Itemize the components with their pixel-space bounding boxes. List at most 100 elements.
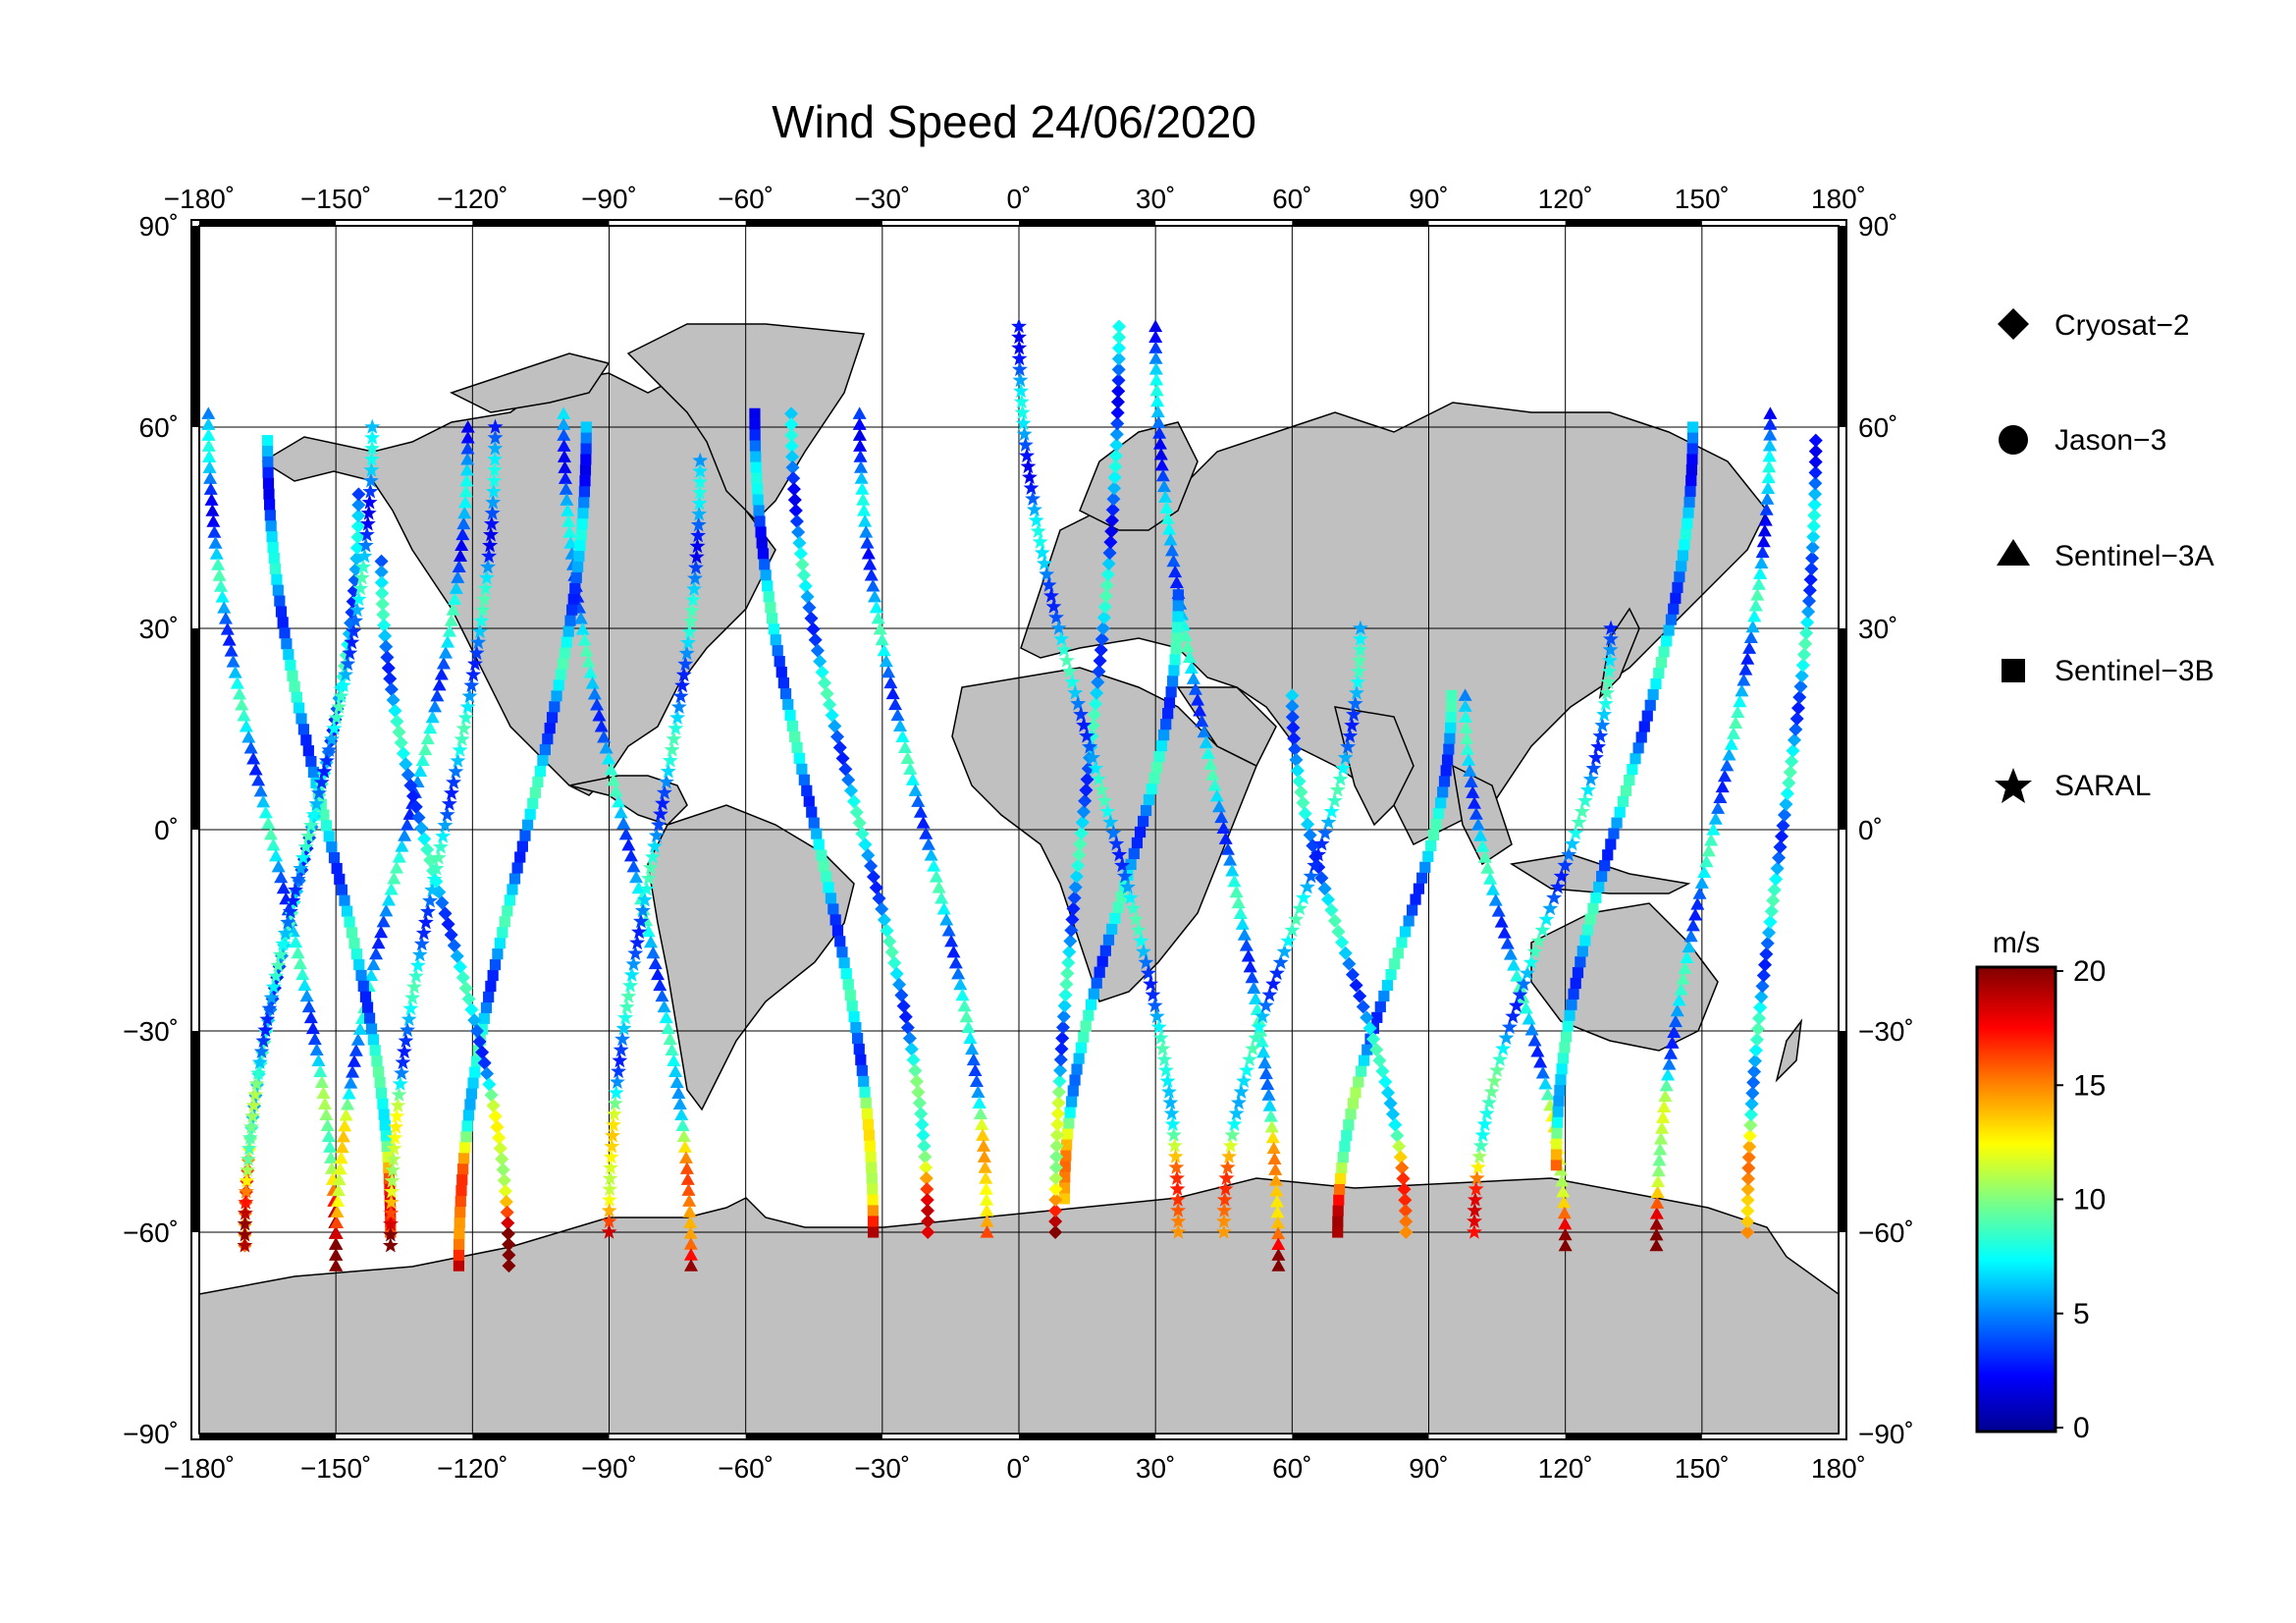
track-point-square (1661, 635, 1673, 647)
track-point-triangle (1661, 1067, 1676, 1081)
track-point-diamond (920, 1204, 934, 1218)
track-point-star (468, 645, 485, 661)
track-point-triangle (1690, 897, 1705, 910)
track-point-diamond (441, 917, 455, 932)
frame-bar-top (1019, 220, 1156, 226)
track-point-star (1219, 1159, 1236, 1174)
track-point-diamond (469, 1024, 484, 1038)
track-point-triangle (936, 901, 951, 915)
track-point-diamond (1073, 837, 1088, 851)
track-point-triangle (1458, 710, 1472, 723)
track-point-star (340, 655, 356, 672)
track-point-diamond (917, 1139, 932, 1154)
track-point-star (674, 677, 691, 693)
track-point-triangle (678, 1151, 693, 1163)
track-point-diamond (1101, 557, 1116, 571)
track-point-star (690, 516, 707, 532)
track-point-triangle (971, 1085, 986, 1098)
track-point-square (850, 1021, 862, 1034)
track-point-triangle (395, 839, 409, 852)
track-point-diamond (909, 1074, 924, 1089)
track-point-diamond (787, 493, 802, 508)
track-point-square (789, 730, 801, 743)
track-point-triangle (911, 794, 926, 807)
track-point-diamond (1804, 562, 1819, 576)
track-point-diamond (1759, 947, 1774, 961)
track-point-star (1023, 479, 1040, 495)
track-point-triangle (857, 504, 872, 516)
track-point-diamond (1740, 1225, 1755, 1239)
track-point-triangle (883, 676, 898, 689)
track-point-star (687, 569, 703, 585)
track-point-diamond (793, 546, 808, 561)
track-point-triangle (364, 968, 379, 982)
track-point-diamond (806, 622, 821, 636)
track-point-diamond (798, 578, 813, 593)
track-point-star (404, 990, 421, 1005)
track-point-square (553, 679, 564, 691)
track-point-star (1169, 1169, 1185, 1185)
track-point-star (1486, 1072, 1503, 1088)
track-point-diamond (392, 725, 406, 739)
track-point-star (1154, 1040, 1171, 1056)
track-point-triangle (418, 742, 433, 756)
track-point-square (1155, 739, 1167, 752)
track-point-diamond (1383, 1096, 1398, 1110)
track-point-star (259, 1010, 276, 1027)
track-point-square (1350, 1087, 1362, 1099)
track-point-diamond (904, 1042, 919, 1056)
track-point-diamond (1048, 1171, 1063, 1186)
track-point-diamond (1048, 1215, 1063, 1229)
track-point-square (566, 604, 578, 616)
track-point-triangle (853, 450, 868, 462)
track-point-diamond (1093, 653, 1107, 668)
track-point-star (1228, 1105, 1245, 1120)
track-point-square (262, 477, 275, 489)
track-point-star (1216, 1202, 1233, 1217)
track-point-diamond (846, 794, 861, 809)
canadian-archipelago (450, 352, 611, 413)
track-point-square (346, 927, 358, 939)
track-point-square (1632, 742, 1644, 754)
lon-tick-label-bottom: −90˚ (581, 1453, 637, 1484)
track-point-star (363, 451, 380, 466)
track-point-diamond (497, 1173, 511, 1188)
track-point-diamond (869, 880, 883, 894)
track-point-square (855, 1054, 867, 1066)
lon-tick-label-bottom: −150˚ (300, 1453, 371, 1484)
track-point-star (1030, 522, 1046, 538)
track-point-star (1568, 825, 1584, 840)
track-point-square (1109, 912, 1121, 924)
track-point-star (1342, 728, 1359, 743)
track-point-triangle (1233, 906, 1248, 920)
track-point-diamond (480, 1066, 495, 1081)
track-point-star (1091, 771, 1107, 786)
track-point-star (1255, 1008, 1271, 1024)
track-point-diamond (1072, 847, 1087, 862)
track-point-triangle (626, 859, 641, 873)
track-point-square (365, 1023, 378, 1035)
lon-tick-label-top: −180˚ (164, 184, 235, 214)
track-point-star (1170, 1213, 1187, 1228)
track-point-diamond (1754, 990, 1769, 1004)
track-point-triangle (1264, 1119, 1279, 1133)
lat-tick-label-left: 30˚ (139, 614, 179, 644)
track-point-star (602, 1170, 618, 1186)
track-point-triangle (1199, 735, 1213, 749)
track-point-triangle (1507, 958, 1522, 971)
track-point-star (629, 934, 646, 950)
track-point-square (808, 817, 820, 829)
track-point-square (1551, 1127, 1563, 1139)
track-point-diamond (496, 1163, 510, 1177)
track-point-square (1333, 1194, 1345, 1206)
track-point-star (1147, 998, 1163, 1013)
track-point-square (1332, 1205, 1344, 1217)
track-point-star (390, 1097, 406, 1112)
track-point-square (1078, 1031, 1090, 1043)
track-point-triangle (1250, 1002, 1264, 1015)
track-point-star (406, 979, 422, 995)
track-point-star (1170, 1202, 1187, 1217)
track-point-triangle (1761, 470, 1776, 484)
track-point-triangle (1726, 727, 1740, 739)
track-point-square (1131, 837, 1144, 849)
